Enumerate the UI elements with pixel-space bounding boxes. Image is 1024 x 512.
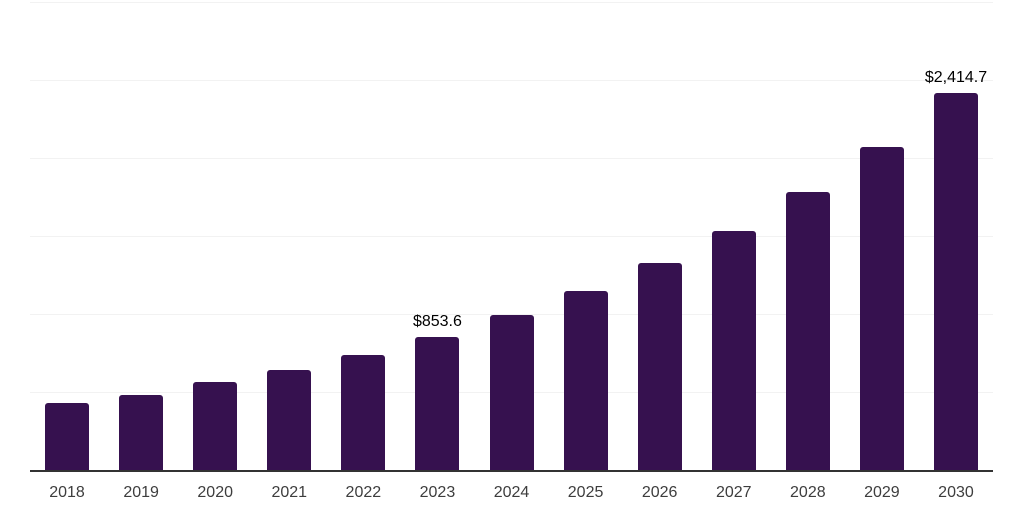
bars-container: $853.6 $2,414.7 (30, 2, 993, 470)
bar-cell-2027 (697, 2, 771, 470)
x-tick-2025: 2025 (567, 484, 604, 501)
bar-2020[interactable] (193, 382, 238, 470)
bar-2024[interactable] (489, 315, 534, 470)
gridline-2500 (30, 80, 993, 81)
x-tick-2021: 2021 (271, 484, 308, 501)
bar-2029[interactable] (859, 146, 904, 470)
x-tick-2022: 2022 (345, 484, 382, 501)
bar-cell-2030: $2,414.7 (919, 2, 993, 470)
bar-2018[interactable] (45, 403, 90, 470)
x-axis-labels: 2018 2019 2020 2021 2022 2023 2024 2025 2026 2027… (30, 484, 993, 502)
gridline-3000 (30, 2, 993, 3)
bar-2021[interactable] (267, 370, 312, 470)
bar-2027[interactable] (711, 231, 756, 470)
bar-cell-2026 (623, 2, 697, 470)
bar-cell-2018 (30, 2, 104, 470)
x-tick-2018: 2018 (49, 484, 85, 501)
plot-area: $853.6 $2,414.7 (30, 2, 993, 472)
gridline-2000 (30, 158, 993, 159)
bar-cell-2023: $853.6 (400, 2, 474, 470)
x-tick-2023: 2023 (419, 484, 456, 501)
value-label-2023: $853.6 (412, 312, 462, 330)
bar-2022[interactable] (341, 355, 386, 470)
gridline-1500 (30, 236, 993, 237)
bar-2028[interactable] (785, 191, 830, 470)
value-label-2030: $2,414.7 (924, 69, 988, 87)
bar-cell-2024 (474, 2, 548, 470)
bar-cell-2028 (771, 2, 845, 470)
x-tick-2024: 2024 (493, 484, 530, 501)
gridline-1000 (30, 314, 993, 315)
x-tick-2028: 2028 (790, 484, 826, 501)
bar-cell-2020 (178, 2, 252, 470)
bar-2026[interactable] (637, 263, 682, 470)
bar-cell-2019 (104, 2, 178, 470)
x-tick-2020: 2020 (197, 484, 233, 501)
bar-cell-2029 (845, 2, 919, 470)
x-tick-2026: 2026 (641, 484, 678, 501)
x-tick-2030: 2030 (938, 484, 974, 501)
bar-cell-2025 (549, 2, 623, 470)
bar-2023[interactable] (415, 336, 460, 470)
bar-2019[interactable] (119, 394, 164, 470)
x-tick-2027: 2027 (715, 484, 752, 501)
bar-cell-2022 (326, 2, 400, 470)
bar-2030[interactable] (933, 93, 978, 470)
x-tick-2029: 2029 (864, 484, 900, 501)
bar-cell-2021 (252, 2, 326, 470)
x-tick-2019: 2019 (123, 484, 159, 501)
bar-2025[interactable] (563, 291, 608, 470)
